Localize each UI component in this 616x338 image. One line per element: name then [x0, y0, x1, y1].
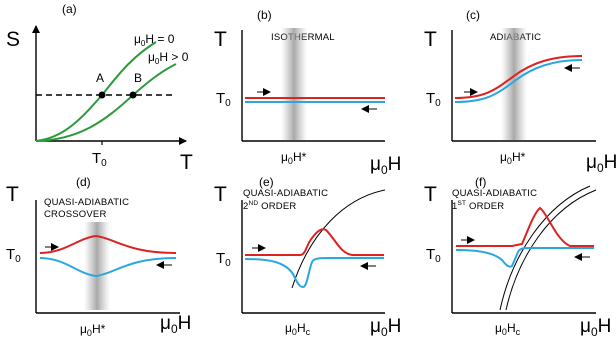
panel-a-y-axis-label: S — [6, 28, 20, 51]
panel-d: (d) T QUASI-ADIABATIC CROSSOVER T0 μ0H* … — [6, 175, 191, 338]
panel-e-x-tick-label: μ0Hc — [285, 321, 311, 337]
panel-e-title-line2: 2ND ORDER — [243, 200, 296, 212]
panel-f-phase-boundary-2 — [505, 189, 597, 311]
panel-d-x-tick-label: μ0H* — [80, 322, 106, 338]
panel-e-label: (e) — [259, 175, 274, 189]
panel-b-y-tick-label: T0 — [216, 90, 231, 109]
panel-c-blue-curve — [454, 59, 583, 103]
panel-f-phase-boundary-1 — [499, 185, 591, 311]
panel-f-y-tick-label: T0 — [426, 246, 441, 265]
panel-d-blue-curve — [39, 257, 177, 278]
panel-d-title-line2: CROSSOVER — [44, 209, 107, 220]
panel-d-title-line1: QUASI-ADIABATIC — [44, 197, 129, 208]
panel-b-shaded-band — [281, 28, 307, 140]
panel-b-y-axis-label: T — [214, 28, 227, 51]
panel-d-y-axis-label: T — [6, 183, 19, 206]
panel-d-label: (d) — [76, 175, 91, 189]
panel-b: (b) T ISOTHERMAL T0 μ0H* — [214, 8, 385, 166]
panel-d-y-tick-label: T0 — [6, 246, 21, 265]
panel-a-point-b — [129, 91, 137, 99]
panel-a-curve-label-zero: μ0H = 0 — [134, 32, 175, 48]
panel-e-x-axis-label: μ0H — [370, 316, 401, 338]
panel-e-title-line1: QUASI-ADIABATIC — [243, 188, 328, 199]
panel-d-red-curve — [39, 234, 177, 254]
panel-e-y-tick-label: T0 — [216, 250, 231, 269]
panel-c: (c) T ADIABATIC T0 μ0H* μ0H — [424, 8, 616, 175]
panel-c-shaded-band — [501, 28, 527, 140]
panel-f-y-axis-label: T — [424, 183, 437, 206]
panel-e-y-axis-label: T — [214, 183, 227, 206]
panel-f: (f) T QUASI-ADIABATIC 1ST ORDER T0 μ0Hc … — [424, 175, 611, 338]
panel-b-x-tick-label: μ0H* — [281, 150, 307, 166]
panel-b-x-axis-label: μ0H — [370, 154, 401, 177]
panel-f-title-line1: QUASI-ADIABATIC — [452, 188, 537, 199]
panel-c-x-axis-label: μ0H — [586, 152, 616, 175]
panel-a-point-b-label: B — [134, 71, 142, 85]
panel-a-point-a-label: A — [96, 71, 104, 85]
panel-c-y-axis-label: T — [424, 28, 437, 51]
panel-f-label: (f) — [475, 175, 486, 189]
panel-c-y-tick-label: T0 — [426, 90, 441, 109]
panel-f-x-tick-label: μ0Hc — [495, 321, 521, 337]
panel-c-label: (c) — [466, 8, 480, 22]
panel-a-curve-label-applied: μ0H > 0 — [148, 50, 189, 66]
panel-a-curve-applied-field — [35, 63, 177, 142]
panel-e: (e) T QUASI-ADIABATIC 2ND ORDER T0 μ0Hc … — [214, 175, 401, 338]
panel-f-x-axis-label: μ0H — [580, 316, 611, 338]
panel-a-label: (a) — [62, 2, 77, 16]
panel-f-title-line2: 1ST ORDER — [452, 200, 504, 212]
panel-e-phase-boundary — [291, 189, 386, 289]
panel-f-red-curve — [456, 206, 594, 247]
panel-e-blue-curve — [244, 257, 384, 289]
panel-e-red-curve — [245, 228, 384, 256]
panel-f-blue-curve — [455, 247, 594, 268]
panel-a-x-tick-label: T0 — [92, 150, 107, 169]
panel-d-x-axis-label: μ0H — [160, 313, 191, 336]
panel-a: (a) S A B μ0H = 0 μ0H > 0 T0 T — [6, 2, 193, 174]
panel-b-label: (b) — [257, 8, 272, 22]
panel-a-point-a — [98, 91, 106, 99]
panel-c-x-tick-label: μ0H* — [500, 150, 526, 166]
panel-a-x-axis-label: T — [180, 151, 193, 174]
